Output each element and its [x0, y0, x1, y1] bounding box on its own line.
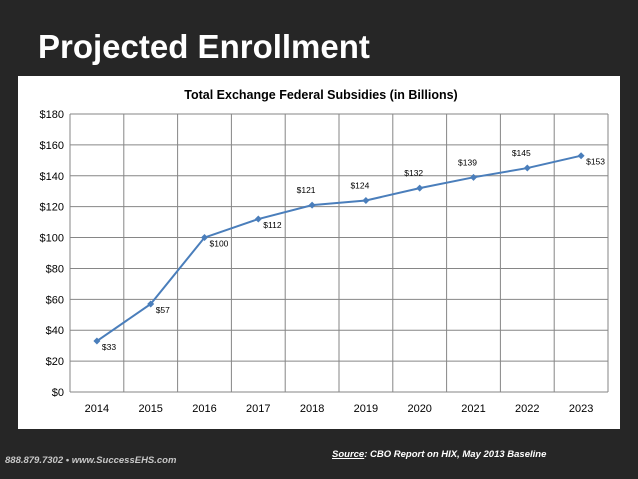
data-point: [523, 164, 531, 172]
y-tick-label: $60: [46, 294, 64, 306]
y-tick-label: $180: [40, 109, 64, 121]
y-tick-label: $140: [40, 171, 64, 183]
chart-panel: Total Exchange Federal Subsidies (in Bil…: [18, 76, 620, 429]
x-tick-label: 2017: [246, 403, 270, 415]
x-tick-label: 2019: [354, 403, 378, 415]
x-tick-label: 2021: [461, 403, 485, 415]
source-line: Source: CBO Report on HIX, May 2013 Base…: [332, 449, 546, 460]
data-point: [201, 234, 208, 242]
x-tick-label: 2018: [300, 403, 324, 415]
data-label: $139: [458, 157, 477, 167]
footer-contact: 888.879.7302 • www.SuccessEHS.com: [5, 455, 177, 466]
data-point: [470, 173, 477, 181]
x-tick-label: 2022: [515, 403, 539, 415]
x-tick-label: 2014: [85, 403, 109, 415]
data-label: $121: [297, 185, 316, 195]
x-tick-label: 2023: [569, 403, 593, 415]
slide-title: Projected Enrollment: [38, 28, 370, 65]
data-point: [416, 184, 424, 192]
data-label: $33: [102, 342, 116, 352]
series-line: [96, 154, 582, 342]
data-point: [577, 152, 585, 160]
chart-title: Total Exchange Federal Subsidies (in Bil…: [184, 88, 457, 102]
y-tick-label: $0: [52, 387, 64, 399]
data-point: [147, 300, 155, 308]
data-point: [362, 196, 370, 204]
data-label: $145: [512, 148, 531, 158]
data-point: [93, 337, 101, 345]
y-tick-label: $40: [46, 325, 64, 337]
data-label: $100: [210, 239, 229, 249]
data-label: $153: [586, 157, 605, 167]
data-label: $132: [404, 168, 423, 178]
x-tick-label: 2016: [192, 403, 216, 415]
data-point: [308, 201, 316, 209]
y-tick-label: $80: [46, 263, 64, 275]
source-label: Source: [332, 449, 365, 460]
x-tick-label: 2015: [138, 403, 162, 415]
data-label: $57: [156, 305, 170, 315]
source-text: : CBO Report on HIX, May 2013 Baseline: [364, 449, 547, 460]
x-tick-label: 2020: [407, 403, 431, 415]
y-tick-label: $160: [40, 140, 64, 152]
y-tick-label: $120: [40, 202, 64, 214]
data-point: [254, 215, 262, 223]
y-tick-label: $100: [40, 233, 64, 245]
line-chart: Total Exchange Federal Subsidies (in Bil…: [40, 88, 609, 415]
data-label: $112: [263, 220, 282, 230]
y-tick-label: $20: [46, 356, 64, 368]
data-label: $124: [350, 180, 369, 190]
